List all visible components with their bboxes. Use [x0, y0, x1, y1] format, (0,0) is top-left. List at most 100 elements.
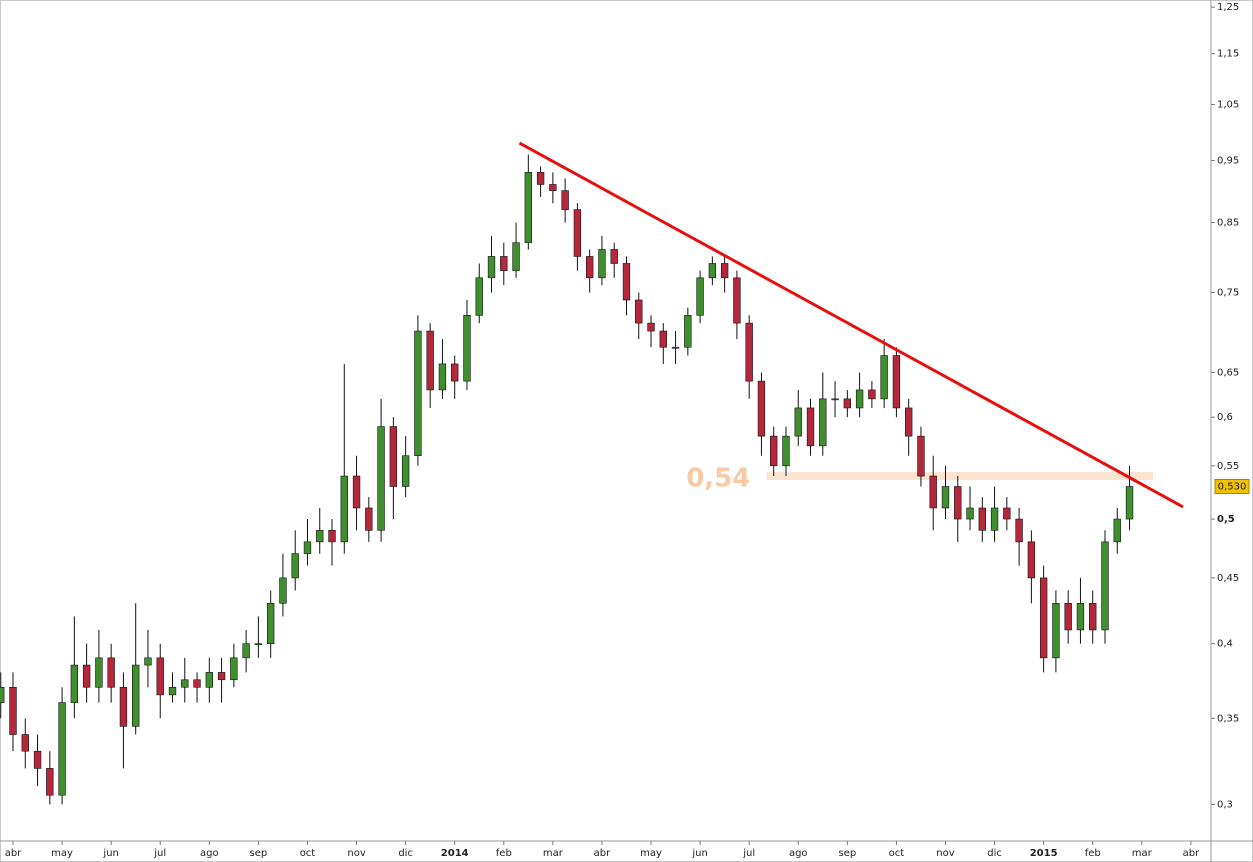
- candle-body: [659, 330, 667, 348]
- candle-body: [46, 768, 54, 796]
- candle-body: [426, 330, 434, 391]
- trend-line: [518, 141, 1184, 509]
- candle-body: [610, 249, 618, 264]
- y-tick-label: 0,3: [1217, 799, 1233, 810]
- candle-body: [291, 553, 299, 579]
- x-tick-label: jun: [691, 848, 707, 859]
- candle-body: [978, 507, 986, 531]
- candle-body: [917, 435, 925, 477]
- support-line: [766, 472, 1154, 481]
- x-tick-label: ago: [200, 848, 219, 859]
- last-price-tag: [1214, 478, 1250, 494]
- candle-body: [708, 263, 717, 279]
- last-price-label: 0,530: [1218, 481, 1247, 492]
- x-tick-label: abr: [594, 848, 611, 859]
- candle-body: [941, 486, 950, 509]
- candle-body: [328, 530, 336, 543]
- candle-body: [524, 172, 532, 243]
- candle-body: [966, 507, 974, 520]
- candle-body: [635, 299, 643, 324]
- candle-body: [377, 426, 385, 531]
- candle-body: [217, 672, 226, 681]
- x-tick-label: mar: [1132, 848, 1153, 859]
- candle-body: [1101, 541, 1109, 631]
- y-tick-label: 1,05: [1217, 100, 1239, 111]
- candle-body: [316, 530, 324, 543]
- candle-body: [745, 322, 753, 382]
- candle-body: [303, 541, 312, 554]
- y-tick-label: 0,55: [1217, 461, 1239, 472]
- candle-body: [365, 507, 373, 531]
- candle-body: [549, 184, 557, 191]
- candle-body: [438, 363, 447, 391]
- y-tick-label: 0,35: [1217, 713, 1239, 724]
- candle-body: [181, 679, 189, 688]
- candle-body: [954, 486, 962, 520]
- candle-body: [1039, 577, 1048, 659]
- candle-body: [1076, 603, 1085, 631]
- x-tick-label: abr: [5, 848, 22, 859]
- candle-body: [794, 407, 802, 437]
- candle-body: [892, 355, 901, 409]
- candle-body: [414, 330, 422, 457]
- x-tick-label: abr: [1183, 848, 1200, 859]
- candle-body: [1125, 486, 1134, 520]
- candle-body: [1015, 518, 1023, 543]
- candle-body: [733, 277, 741, 324]
- candle-body: [254, 643, 263, 646]
- x-tick-label: dic: [398, 848, 413, 859]
- candle-body: [720, 263, 729, 279]
- candle-body: [156, 657, 164, 696]
- x-tick-label: jul: [742, 848, 755, 859]
- y-tick-label: 1,25: [1217, 2, 1239, 13]
- x-tick-label: oct: [300, 848, 316, 859]
- candle-body: [819, 398, 827, 447]
- x-tick-label: sep: [838, 848, 856, 859]
- candle-body: [389, 426, 398, 487]
- x-tick-label: jun: [102, 848, 118, 859]
- x-tick-label: dic: [987, 848, 1002, 859]
- x-tick-label: ago: [789, 848, 808, 859]
- candle-body: [782, 435, 790, 467]
- candle-body: [58, 702, 66, 796]
- candle-body: [831, 398, 839, 401]
- candle-body: [561, 190, 569, 210]
- candle-body: [671, 346, 680, 349]
- candle-body: [622, 263, 631, 301]
- candle-body: [205, 672, 213, 688]
- candle-body: [463, 315, 471, 382]
- candle-body: [107, 657, 115, 688]
- x-tick-label: may: [640, 848, 662, 859]
- y-tick-label: 0,4: [1217, 639, 1233, 650]
- candle-body: [487, 256, 496, 279]
- candle-body: [266, 603, 275, 645]
- candle-body: [193, 679, 201, 688]
- x-tick-label: jul: [153, 848, 166, 859]
- candle-body: [843, 398, 852, 409]
- candle-body: [352, 475, 361, 509]
- candle-body: [757, 380, 766, 437]
- candle-body: [1064, 603, 1072, 631]
- candle-body: [512, 242, 520, 271]
- candle-body: [230, 657, 238, 681]
- candle-body: [0, 686, 5, 703]
- candle-body: [144, 657, 152, 666]
- y-tick-label: 1,15: [1217, 49, 1239, 60]
- y-tick-label: 0,6: [1217, 412, 1233, 423]
- x-tick-label: mar: [543, 848, 564, 859]
- candle-body: [242, 643, 250, 659]
- candle-body: [990, 507, 999, 531]
- candle-body: [401, 455, 410, 487]
- candle-body: [82, 664, 91, 688]
- candle-body: [880, 355, 888, 400]
- y-tick-label: 0,75: [1217, 288, 1239, 299]
- x-tick-label: nov: [347, 848, 365, 859]
- candle-body: [806, 407, 815, 447]
- candle-body: [168, 686, 177, 696]
- candle-body: [684, 315, 692, 348]
- candle-body: [573, 209, 582, 257]
- candle-body: [95, 657, 103, 688]
- candle-body: [647, 322, 655, 332]
- x-tick-label: nov: [936, 848, 954, 859]
